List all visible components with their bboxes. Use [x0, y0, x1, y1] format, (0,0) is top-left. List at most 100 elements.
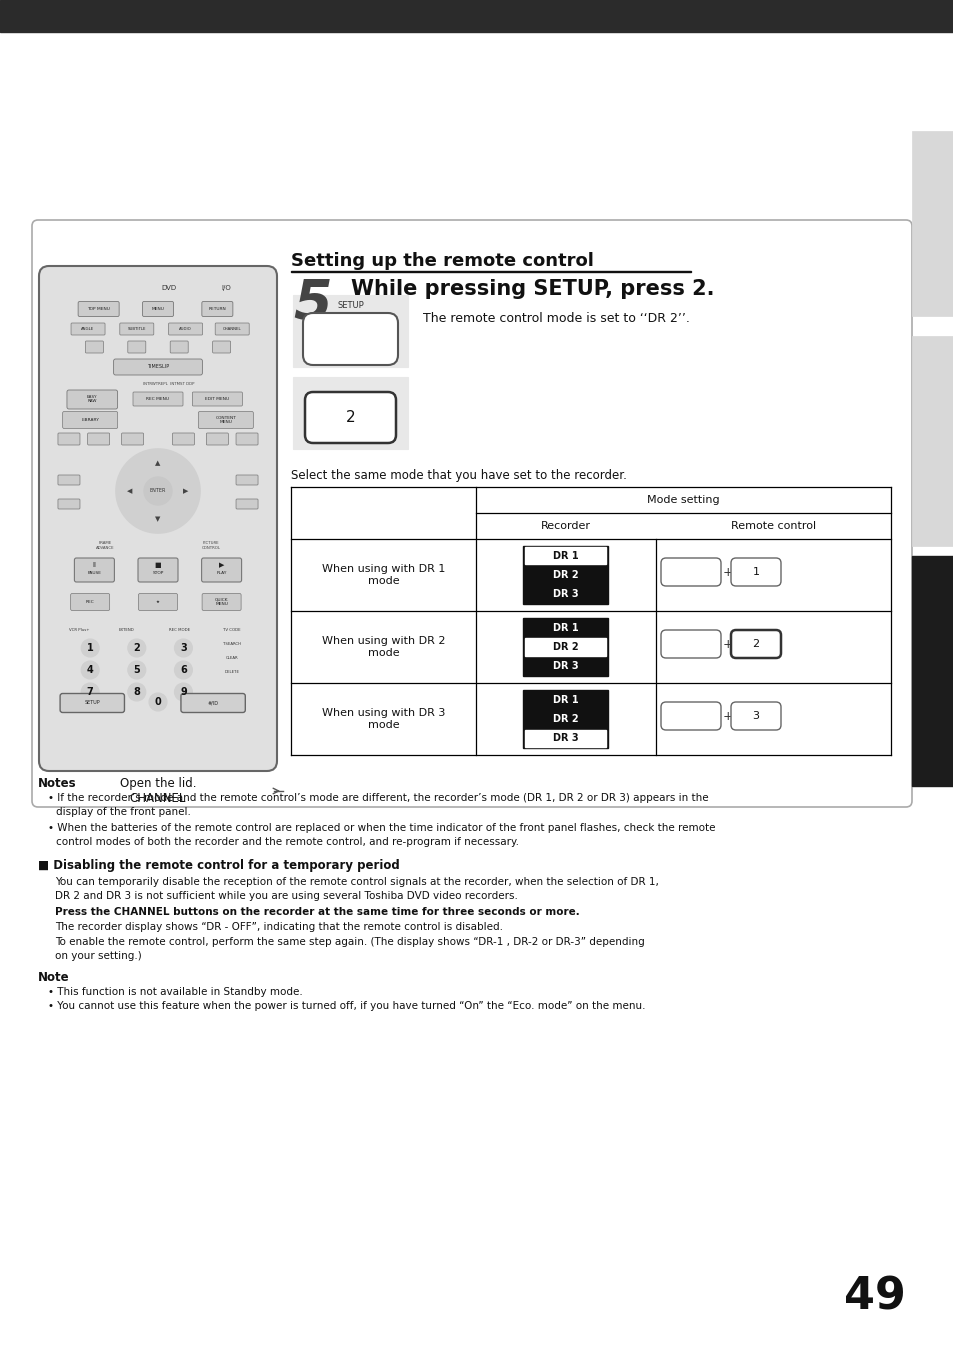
Text: • This function is not available in Standby mode.: • This function is not available in Stan…: [48, 987, 302, 997]
Text: REC MODE: REC MODE: [169, 629, 190, 633]
Text: DR 2: DR 2: [553, 642, 578, 651]
Text: 49: 49: [843, 1275, 905, 1318]
FancyBboxPatch shape: [202, 594, 241, 611]
Text: 3: 3: [180, 643, 187, 653]
Text: SETUP: SETUP: [336, 300, 363, 310]
FancyBboxPatch shape: [121, 433, 143, 446]
FancyBboxPatch shape: [198, 412, 253, 428]
Text: EXTEND: EXTEND: [118, 629, 134, 633]
FancyBboxPatch shape: [213, 341, 231, 353]
Text: ■: ■: [154, 563, 161, 568]
Circle shape: [149, 693, 167, 711]
Text: When using with DR 1
mode: When using with DR 1 mode: [321, 564, 445, 586]
FancyBboxPatch shape: [58, 433, 80, 446]
FancyBboxPatch shape: [78, 302, 119, 316]
Text: LIBRARY: LIBRARY: [81, 419, 99, 423]
Text: I/O: I/O: [221, 285, 231, 291]
Text: Introduction: Introduction: [927, 194, 937, 253]
FancyBboxPatch shape: [235, 433, 257, 446]
Circle shape: [116, 450, 200, 533]
FancyBboxPatch shape: [60, 693, 124, 712]
FancyBboxPatch shape: [730, 630, 781, 658]
Text: The recorder display shows “DR - OFF”, indicating that the remote control is dis: The recorder display shows “DR - OFF”, i…: [55, 922, 502, 931]
Text: 2: 2: [345, 411, 355, 425]
Bar: [523, 690, 608, 748]
Text: ENTER: ENTER: [150, 489, 166, 494]
Text: • If the recorder’s mode and the remote control’s mode are different, the record: • If the recorder’s mode and the remote …: [48, 793, 708, 804]
Text: SETUP: SETUP: [667, 705, 692, 715]
Text: 6: 6: [180, 665, 187, 674]
Text: TIMESLIP: TIMESLIP: [147, 365, 169, 370]
FancyBboxPatch shape: [74, 559, 114, 581]
FancyBboxPatch shape: [63, 412, 117, 428]
Text: DR 2 and DR 3 is not sufficient while you are using several Toshiba DVD video re: DR 2 and DR 3 is not sufficient while yo…: [55, 891, 517, 900]
Text: Remote control: Remote control: [730, 521, 815, 532]
Text: Mode setting: Mode setting: [646, 495, 720, 505]
Text: ANGLE: ANGLE: [81, 327, 94, 331]
FancyBboxPatch shape: [88, 433, 110, 446]
FancyBboxPatch shape: [730, 559, 781, 586]
FancyBboxPatch shape: [201, 559, 241, 581]
Text: When using with DR 2
mode: When using with DR 2 mode: [321, 637, 445, 658]
Text: INTRWTREPL  INTMST DDP: INTRWTREPL INTMST DDP: [143, 382, 194, 386]
FancyBboxPatch shape: [71, 594, 110, 611]
FancyBboxPatch shape: [132, 392, 183, 406]
Text: +: +: [722, 638, 733, 650]
Text: +: +: [722, 709, 733, 723]
Bar: [911, 556, 953, 786]
Text: SETUP: SETUP: [85, 700, 100, 705]
Text: FRAME
ADVANCE: FRAME ADVANCE: [95, 541, 114, 549]
FancyBboxPatch shape: [113, 359, 202, 376]
Text: PAUSE: PAUSE: [88, 571, 101, 575]
FancyBboxPatch shape: [215, 323, 249, 335]
Text: VCR Plus+: VCR Plus+: [69, 629, 90, 633]
Text: +: +: [722, 565, 733, 579]
FancyBboxPatch shape: [86, 341, 103, 353]
FancyBboxPatch shape: [660, 559, 720, 586]
FancyBboxPatch shape: [303, 314, 397, 365]
Circle shape: [174, 639, 193, 657]
Text: II: II: [92, 563, 96, 568]
Text: TV CODE: TV CODE: [223, 629, 241, 633]
Bar: [525, 638, 606, 656]
Text: DR 1: DR 1: [553, 551, 578, 561]
FancyBboxPatch shape: [39, 267, 276, 771]
Text: ■ Disabling the remote control for a temporary period: ■ Disabling the remote control for a tem…: [38, 859, 399, 872]
Bar: [293, 377, 408, 450]
FancyBboxPatch shape: [235, 499, 257, 509]
Text: DR 2: DR 2: [553, 569, 578, 580]
Text: Open the lid.: Open the lid.: [120, 777, 196, 790]
FancyBboxPatch shape: [58, 499, 80, 509]
Text: Connections: Connections: [927, 411, 937, 471]
FancyBboxPatch shape: [235, 475, 257, 485]
Bar: [911, 131, 953, 316]
Text: CLEAR: CLEAR: [226, 656, 238, 660]
FancyBboxPatch shape: [305, 392, 395, 443]
Bar: [525, 730, 606, 747]
Bar: [291, 271, 690, 272]
Text: ▶: ▶: [218, 563, 224, 568]
Text: Press the CHANNEL buttons on the recorder at the same time for three seconds or : Press the CHANNEL buttons on the recorde…: [55, 907, 579, 917]
Text: DR 3: DR 3: [553, 590, 578, 599]
Text: on your setting.): on your setting.): [55, 952, 142, 961]
FancyBboxPatch shape: [128, 341, 146, 353]
Text: 2: 2: [752, 639, 759, 649]
Circle shape: [128, 661, 146, 678]
Circle shape: [128, 682, 146, 701]
Text: STOP: STOP: [152, 571, 164, 575]
Text: To enable the remote control, perform the same step again. (The display shows “D: To enable the remote control, perform th…: [55, 937, 644, 948]
Text: 9: 9: [180, 686, 187, 697]
Text: PICTURE
CONTROL: PICTURE CONTROL: [201, 541, 220, 549]
Text: RETURN: RETURN: [209, 307, 226, 311]
Text: MENU: MENU: [152, 307, 164, 311]
FancyBboxPatch shape: [138, 559, 178, 581]
Text: 1: 1: [87, 643, 93, 653]
Text: ◀: ◀: [127, 489, 132, 494]
FancyBboxPatch shape: [169, 323, 202, 335]
FancyBboxPatch shape: [67, 390, 117, 409]
Text: • You cannot use this feature when the power is turned off, if you have turned “: • You cannot use this feature when the p…: [48, 1001, 645, 1011]
Circle shape: [174, 682, 193, 701]
FancyBboxPatch shape: [138, 594, 177, 611]
Text: Notes: Notes: [38, 777, 76, 790]
Text: Select the same mode that you have set to the recorder.: Select the same mode that you have set t…: [291, 468, 626, 482]
